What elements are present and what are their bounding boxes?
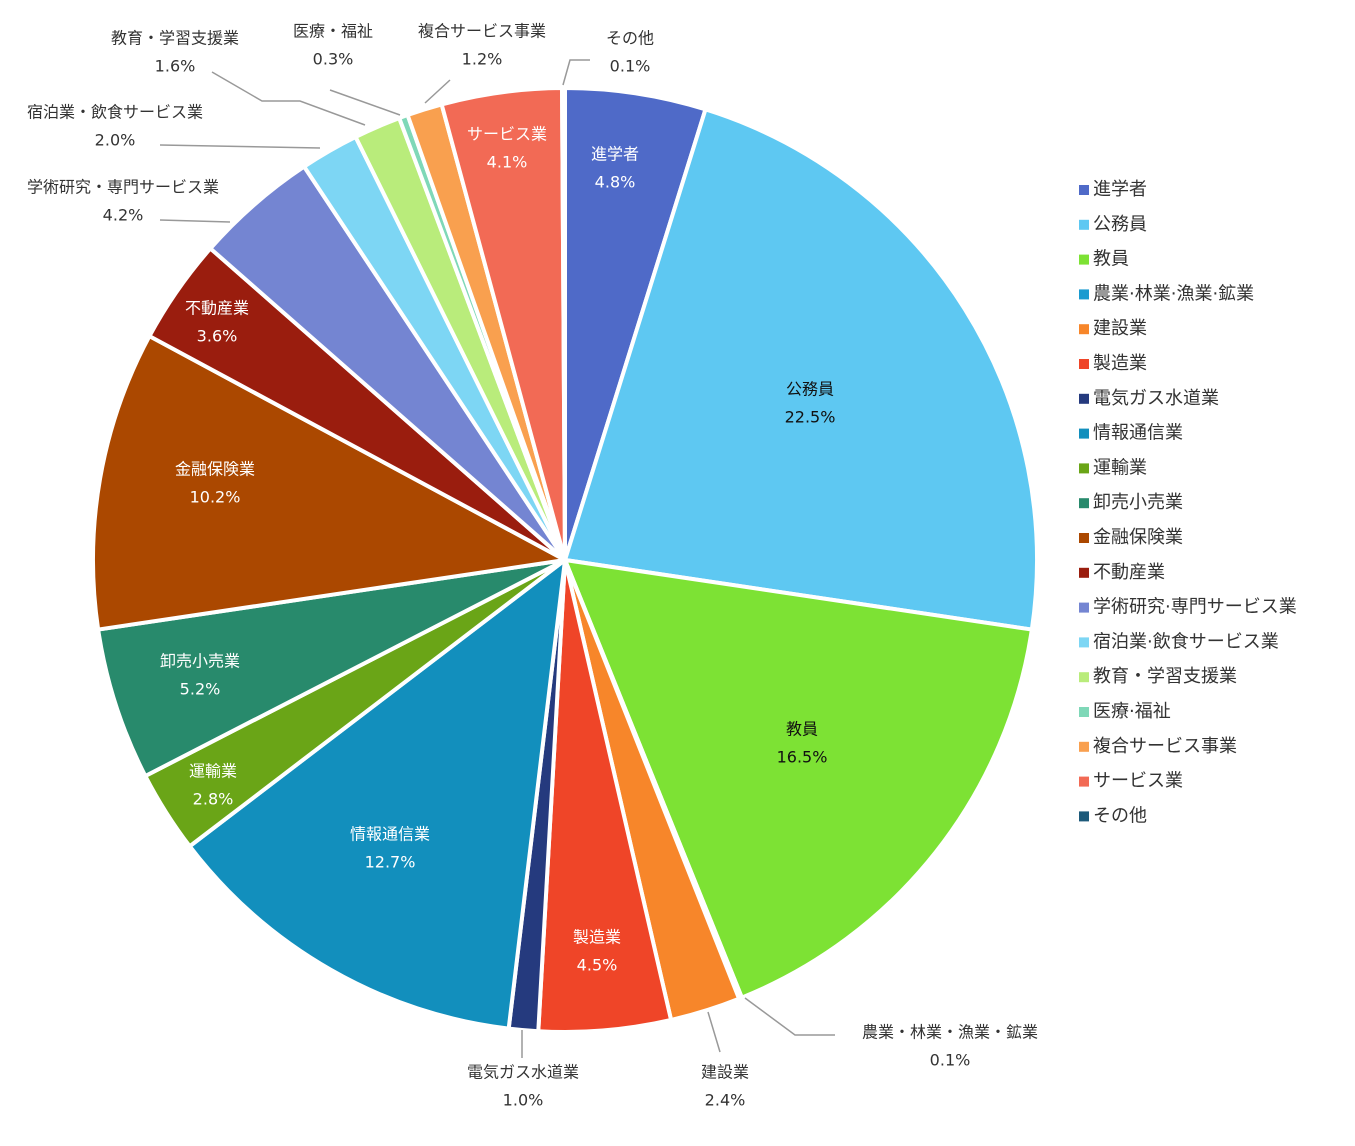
slice-value: 1.6% [155,57,196,76]
leader-line [329,89,401,116]
slice-label: 教育・学習支援業 [111,29,239,48]
slice-value: 4.2% [103,206,144,225]
legend-swatch [1079,463,1089,474]
legend-swatch [1079,533,1089,543]
slice-value: 0.1% [930,1051,971,1070]
legend-label: 教育・学習支援業 [1093,666,1237,687]
slice-value: 0.3% [313,50,354,69]
legend-swatch [1079,776,1089,787]
pie-slice [563,107,1039,632]
legend-swatch [1079,498,1089,509]
legend-label: 電気ガス水道業 [1093,388,1219,409]
slice-label: 運輸業 [189,762,237,781]
legend-label: 不動産業 [1093,562,1165,583]
legend-label: 金融保険業 [1093,527,1183,548]
slice-label: 農業・林業・漁業・鉱業 [862,1023,1038,1042]
legend-swatch [1079,672,1089,683]
slice-label: 情報通信業 [350,825,430,844]
legend-label: 建設業 [1093,318,1147,339]
legend-label: その他 [1093,805,1147,826]
slice-value: 12.7% [365,853,416,872]
leader-line [159,144,321,149]
legend-swatch [1079,359,1089,369]
slice-label: 卸売小売業 [160,652,240,671]
pie-slice [563,558,1034,1000]
legend-label: 進学者 [1093,179,1147,200]
slice-label: 学術研究・専門サービス業 [27,178,219,197]
legend-label: 学術研究·専門サービス業 [1093,597,1297,618]
legend-label: 医療·福祉 [1093,701,1171,722]
slice-value: 2.8% [193,790,234,809]
legend-label: 製造業 [1093,353,1147,374]
leader-line [159,219,231,223]
legend-label: 複合サービス事業 [1093,736,1237,757]
legend-swatch [1079,567,1089,578]
pie-slice [187,558,567,1031]
leader-line [211,71,366,126]
slice-label: 金融保険業 [175,460,255,479]
slice-value: 10.2% [190,488,241,507]
slice-value: 3.6% [197,327,238,346]
leader-line [707,1011,721,1053]
slice-value: 1.0% [503,1091,544,1110]
slice-label: 宿泊業・飲食サービス業 [27,103,203,122]
slice-value: 4.5% [577,956,618,975]
legend-swatch [1079,602,1089,613]
legend-swatch [1079,289,1089,300]
slice-value: 5.2% [180,680,221,699]
slice-label: 複合サービス事業 [418,22,546,41]
slice-label: 教員 [786,720,818,739]
pie-slice [91,334,567,632]
slice-label: 進学者 [591,145,639,164]
legend-label: 卸売小売業 [1093,492,1183,513]
legend-label: 宿泊業·飲食サービス業 [1093,631,1279,652]
slice-value: 1.2% [462,50,503,69]
leader-line [562,59,590,86]
legend-label: 農業·林業·漁業·鉱業 [1093,283,1254,304]
legend-swatch [1079,185,1089,195]
slice-value: 2.0% [95,131,136,150]
slice-label: 不動産業 [185,299,249,318]
leader-line [424,79,451,104]
slice-value: 4.1% [487,153,528,172]
slice-label: 建設業 [701,1063,749,1082]
slice-value: 22.5% [785,408,836,427]
legend-swatch [1079,637,1089,648]
slice-value: 2.4% [705,1091,746,1110]
slice-label: 医療・福祉 [293,22,373,41]
legend-swatch [1079,219,1089,230]
slice-value: 16.5% [777,748,828,767]
slice-label: 製造業 [573,928,621,947]
legend-label: 公務員 [1093,214,1147,235]
slice-label: その他 [606,29,654,48]
legend-label: 運輸業 [1093,457,1147,478]
slice-value: 4.8% [595,173,636,192]
legend-swatch [1079,393,1089,404]
legend-label: サービス業 [1093,771,1183,792]
pie-slice [560,86,567,562]
legend-label: 教員 [1093,249,1129,270]
legend-swatch [1079,707,1089,717]
legend-swatch [1079,428,1089,439]
slice-label: サービス業 [467,125,547,144]
legend-swatch [1079,254,1089,265]
legend-swatch [1079,324,1089,335]
slice-value: 0.1% [610,57,651,76]
legend-label: 情報通信業 [1093,423,1183,444]
slice-label: 公務員 [786,380,834,399]
leader-line [744,997,835,1036]
legend-swatch [1079,741,1089,752]
legend-swatch [1079,811,1089,822]
slice-label: 電気ガス水道業 [467,1063,579,1082]
